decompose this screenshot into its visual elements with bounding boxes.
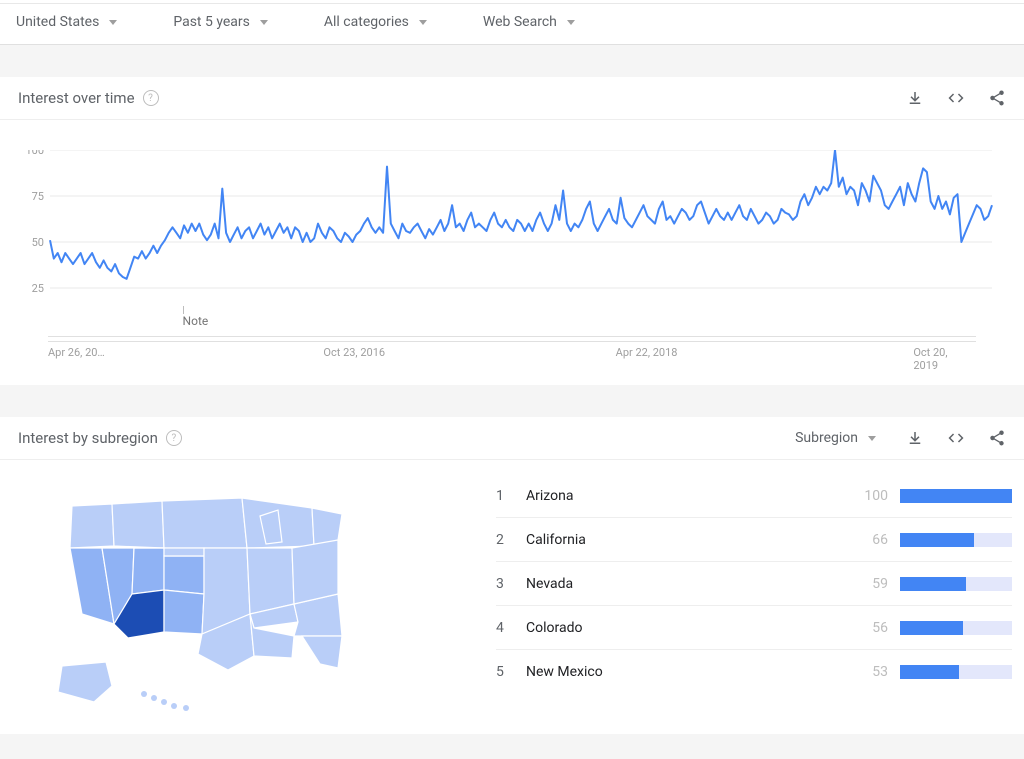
section-header: Interest by subregion ? Subregion <box>0 417 1024 460</box>
download-icon[interactable] <box>906 89 924 107</box>
region-name: Arizona <box>526 488 848 504</box>
region-rank: 4 <box>496 620 526 636</box>
region-name: New Mexico <box>526 664 848 680</box>
svg-text:50: 50 <box>32 236 44 249</box>
section-actions <box>906 89 1006 107</box>
region-bar-fill <box>900 665 959 679</box>
section-title-wrap: Interest by subregion ? <box>18 429 182 447</box>
filter-region[interactable]: United States <box>16 14 117 30</box>
section-title: Interest by subregion <box>18 429 158 447</box>
interest-over-time-chart: 25 50 75 100 <box>24 150 1000 340</box>
chevron-down-icon <box>109 20 117 25</box>
region-name: Nevada <box>526 576 848 592</box>
help-icon[interactable]: ? <box>143 90 159 106</box>
filter-time[interactable]: Past 5 years <box>173 14 268 30</box>
region-value: 53 <box>848 664 888 680</box>
region-bar-track <box>900 577 1012 591</box>
region-rank: 2 <box>496 532 526 548</box>
region-row[interactable]: 1Arizona100 <box>496 474 1012 518</box>
filter-category-label: All categories <box>324 14 409 30</box>
usa-map[interactable] <box>6 470 486 724</box>
note-label: Note <box>183 314 209 328</box>
chevron-down-icon <box>419 20 427 25</box>
share-icon[interactable] <box>988 89 1006 107</box>
share-icon[interactable] <box>988 429 1006 447</box>
chevron-down-icon <box>567 20 575 25</box>
region-value: 66 <box>848 532 888 548</box>
region-bar-track <box>900 533 1012 547</box>
region-name: Colorado <box>526 620 848 636</box>
region-value: 56 <box>848 620 888 636</box>
svg-text:25: 25 <box>32 282 44 295</box>
region-bar-track <box>900 489 1012 503</box>
note-tick <box>183 306 184 314</box>
svg-text:75: 75 <box>32 190 44 203</box>
region-name: California <box>526 532 848 548</box>
svg-text:100: 100 <box>25 150 44 157</box>
embed-icon[interactable] <box>946 89 966 107</box>
filter-region-label: United States <box>16 14 99 30</box>
region-bar-fill <box>900 621 963 635</box>
region-rank: 1 <box>496 488 526 504</box>
region-row[interactable]: 3Nevada59 <box>496 562 1012 606</box>
chart-baseline <box>48 336 976 337</box>
region-bar-fill <box>900 489 1012 503</box>
chevron-down-icon <box>260 20 268 25</box>
chart-x-axis: Apr 26, 20…Oct 23, 2016Apr 22, 2018Oct 2… <box>48 341 976 369</box>
region-bar-fill <box>900 533 974 547</box>
section-title-wrap: Interest over time ? <box>18 89 159 107</box>
subregion-dropdown-label: Subregion <box>795 430 858 446</box>
interest-over-time-section: Interest over time ? 25 50 75 100 Note Apr … <box>0 77 1024 385</box>
region-value: 100 <box>848 488 888 504</box>
region-value: 59 <box>848 576 888 592</box>
region-row[interactable]: 5New Mexico53 <box>496 650 1012 694</box>
embed-icon[interactable] <box>946 429 966 447</box>
region-bar-track <box>900 665 1012 679</box>
region-list: 1Arizona1002California663Nevada594Colora… <box>486 470 1016 724</box>
section-header: Interest over time ? <box>0 77 1024 120</box>
region-row[interactable]: 4Colorado56 <box>496 606 1012 650</box>
filter-search-type-label: Web Search <box>483 14 557 30</box>
section-title: Interest over time <box>18 89 135 107</box>
region-rank: 3 <box>496 576 526 592</box>
subregion-dropdown[interactable]: Subregion <box>795 430 876 446</box>
region-rank: 5 <box>496 664 526 680</box>
filter-bar: United States Past 5 years All categorie… <box>0 4 1024 45</box>
subregion-body: 1Arizona1002California663Nevada594Colora… <box>0 460 1024 734</box>
chart-wrap: 25 50 75 100 Note Apr 26, 20…Oct 23, 2016Ap… <box>0 120 1024 385</box>
filter-time-label: Past 5 years <box>173 14 250 30</box>
section-actions: Subregion <box>795 429 1006 447</box>
chevron-down-icon <box>868 436 876 441</box>
note-area: Note <box>48 314 976 332</box>
filter-category[interactable]: All categories <box>324 14 427 30</box>
region-bar-fill <box>900 577 966 591</box>
interest-by-subregion-section: Interest by subregion ? Subregion 1Arizo… <box>0 417 1024 734</box>
help-icon[interactable]: ? <box>166 430 182 446</box>
region-bar-track <box>900 621 1012 635</box>
filter-search-type[interactable]: Web Search <box>483 14 575 30</box>
region-row[interactable]: 2California66 <box>496 518 1012 562</box>
download-icon[interactable] <box>906 429 924 447</box>
